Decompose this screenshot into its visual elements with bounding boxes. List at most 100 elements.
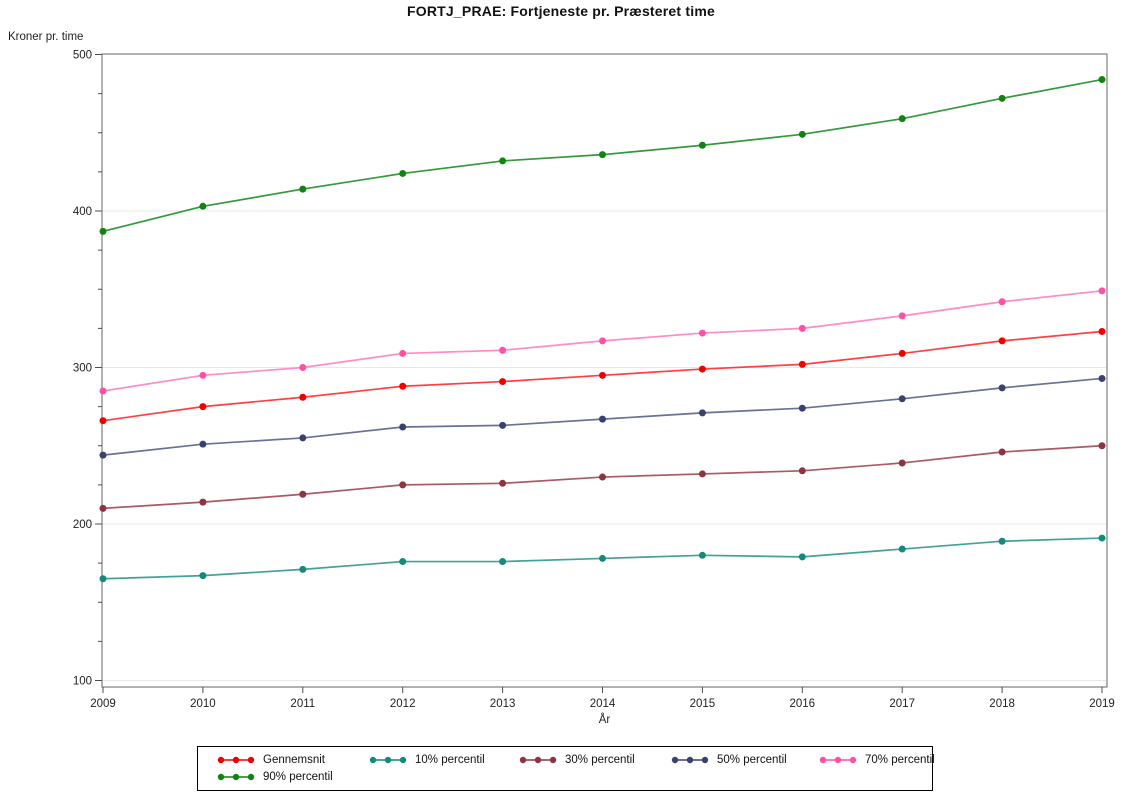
y-tick-label: 500 [73, 50, 92, 62]
data-point [399, 382, 407, 390]
data-point [199, 202, 207, 210]
x-tick-label: 2011 [290, 698, 315, 710]
x-tick-label: 2010 [190, 698, 216, 710]
data-point [898, 115, 906, 123]
legend: Gennemsnit 10% percentil 30% percentil 50% … [197, 746, 935, 791]
data-point [299, 393, 307, 401]
data-point [698, 141, 706, 149]
data-point [99, 575, 107, 583]
data-point [1098, 442, 1106, 450]
data-point [99, 417, 107, 425]
y-tick-label: 200 [73, 519, 92, 531]
data-point [798, 324, 806, 332]
data-point [1098, 374, 1106, 382]
legend-label: Gennemsnit [263, 754, 326, 766]
x-tick-label: 2015 [690, 698, 716, 710]
data-point [698, 365, 706, 373]
data-point [399, 423, 407, 431]
data-point [898, 312, 906, 320]
data-point [599, 337, 606, 345]
data-point [599, 151, 606, 159]
data-point [199, 403, 207, 411]
data-point [898, 349, 906, 357]
data-point [599, 473, 606, 481]
data-point [998, 448, 1006, 456]
data-point [798, 360, 806, 368]
legend-item: 70% percentil [818, 752, 935, 768]
x-tick-label: 2013 [490, 698, 516, 710]
data-point [299, 434, 307, 442]
x-tick-label: 2014 [590, 698, 616, 710]
data-point [299, 565, 307, 573]
data-point [99, 387, 107, 395]
legend-marker-icon [369, 756, 407, 764]
legend-label: 70% percentil [865, 754, 935, 766]
x-tick-label: 2012 [390, 698, 416, 710]
data-point [99, 227, 107, 235]
legend-item: 90% percentil [216, 769, 368, 785]
data-point [898, 545, 906, 553]
data-point [199, 572, 207, 580]
data-point [798, 404, 806, 412]
y-tick-label: 100 [73, 676, 92, 688]
data-point [199, 371, 207, 379]
data-point [798, 467, 806, 475]
x-tick-label: 2016 [790, 698, 816, 710]
data-point [99, 451, 107, 459]
data-point [399, 558, 407, 566]
data-point [898, 395, 906, 403]
data-point [499, 378, 507, 386]
data-point [599, 415, 606, 423]
data-point [998, 537, 1006, 545]
data-point [599, 371, 606, 379]
legend-marker-icon [671, 756, 709, 764]
legend-item: 10% percentil [368, 752, 518, 768]
data-point [299, 364, 307, 371]
data-point [499, 558, 507, 566]
legend-label: 10% percentil [415, 754, 485, 766]
legend-item: Gennemsnit [216, 752, 368, 768]
x-tick-label: 2017 [889, 698, 915, 710]
data-point [1098, 534, 1106, 542]
x-axis-title: År [598, 714, 611, 726]
data-point [99, 504, 107, 512]
data-point [1098, 328, 1106, 336]
data-point [199, 498, 207, 506]
data-point [599, 554, 606, 562]
legend-item: 50% percentil [670, 752, 818, 768]
data-point [299, 185, 307, 193]
legend-marker-icon [217, 773, 255, 781]
plot-frame [101, 53, 1108, 688]
y-axis-title: Kroner pr. time [8, 31, 84, 43]
data-point [998, 384, 1006, 392]
data-point [1098, 287, 1106, 295]
x-tick-label: 2009 [90, 698, 116, 710]
legend-label: 90% percentil [263, 771, 333, 783]
x-tick-label: 2019 [1089, 698, 1115, 710]
data-point [499, 157, 507, 165]
data-point [499, 421, 507, 429]
data-point [798, 553, 806, 561]
data-point [698, 409, 706, 417]
data-point [798, 130, 806, 138]
legend-label: 30% percentil [565, 754, 635, 766]
legend-marker-icon [519, 756, 557, 764]
data-point [898, 459, 906, 467]
legend-marker-icon [217, 756, 255, 764]
data-point [1098, 76, 1106, 84]
data-point [698, 470, 706, 478]
legend-label: 50% percentil [717, 754, 787, 766]
data-point [998, 298, 1006, 306]
data-point [199, 440, 207, 448]
data-point [499, 346, 507, 354]
data-point [998, 337, 1006, 345]
data-point [299, 490, 307, 498]
y-tick-label: 300 [73, 363, 92, 375]
legend-marker-icon [819, 756, 857, 764]
data-point [698, 551, 706, 559]
page-title: FORTJ_PRAE: Fortjeneste pr. Præsteret ti… [407, 3, 715, 19]
legend-item: 30% percentil [518, 752, 670, 768]
y-tick-label: 400 [73, 206, 92, 218]
